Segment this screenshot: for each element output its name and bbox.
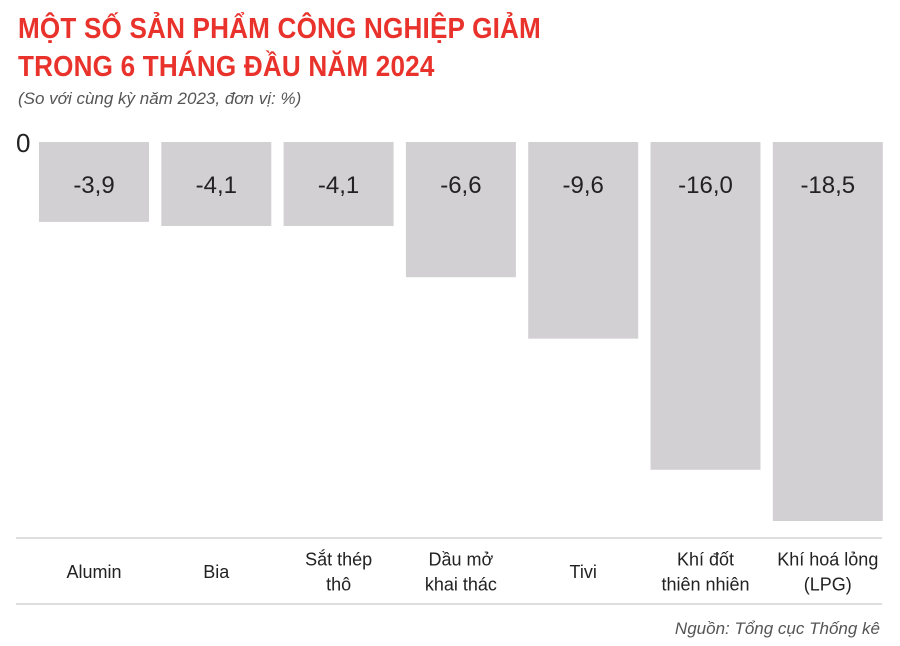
chart-title-line2: TRONG 6 THÁNG ĐẦU NĂM 2024 [18, 51, 435, 83]
bar-value-label: -6,6 [440, 172, 481, 199]
zero-axis-label: 0 [16, 128, 30, 158]
source-note: Nguồn: Tổng cục Thống kê [674, 619, 880, 638]
bar-value-label: -4,1 [196, 172, 237, 199]
category-label: Tivi [570, 562, 597, 582]
chart-subtitle: (So với cùng kỳ năm 2023, đơn vị: %) [18, 89, 302, 108]
category-label: Khí đốt [677, 550, 734, 570]
bar [528, 142, 639, 339]
bar [405, 142, 516, 278]
category-label: Dầu mở [428, 550, 493, 570]
chart-title: MỘT SỐ SẢN PHẨM CÔNG NGHIỆP GIẢM TRONG 6… [18, 10, 541, 86]
bar-value-label: -4,1 [318, 172, 359, 199]
bar [772, 142, 883, 521]
bar-value-label: -9,6 [563, 172, 604, 199]
category-label: thô [326, 575, 351, 595]
bar [283, 142, 394, 226]
bars-group: -3,9 Alumin -4,1 Bia -4,1 Sắt thép thô -6,6 Dầu … [39, 142, 883, 595]
bar [161, 142, 272, 226]
chart-title-line1: MỘT SỐ SẢN PHẨM CÔNG NGHIỆP GIẢM [18, 13, 541, 45]
bar-value-label: -16,0 [678, 172, 733, 199]
category-label: (LPG) [804, 575, 852, 595]
bar-value-label: -18,5 [800, 172, 855, 199]
category-label: thiên nhiên [661, 575, 749, 595]
category-label: Alumin [66, 562, 121, 582]
category-label: Khí hoá lỏng [777, 550, 878, 570]
bar [650, 142, 761, 470]
category-label: khai thác [425, 575, 497, 595]
bar-value-label: -3,9 [73, 172, 114, 199]
bar [39, 142, 149, 222]
category-label: Sắt thép [305, 549, 372, 570]
category-label: Bia [203, 562, 230, 582]
